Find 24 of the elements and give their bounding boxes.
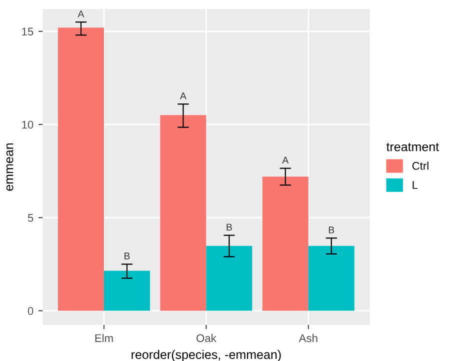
data-label: A bbox=[282, 156, 289, 164]
data-label: A bbox=[78, 10, 84, 18]
data-label: A bbox=[180, 92, 186, 100]
legend-title: treatment bbox=[386, 143, 439, 152]
x-tick-label: Oak bbox=[196, 334, 216, 342]
data-label: B bbox=[328, 226, 334, 234]
x-axis-title: reorder(species, -emmean) bbox=[132, 350, 281, 361]
legend-label: Ctrl bbox=[412, 162, 428, 170]
data-label: B bbox=[226, 224, 232, 231]
bar bbox=[262, 176, 308, 311]
y-tick-label: 15 bbox=[22, 28, 34, 36]
y-tick-label: 5 bbox=[28, 214, 34, 222]
bar bbox=[58, 28, 104, 311]
bar bbox=[308, 246, 354, 311]
data-label: B bbox=[124, 252, 130, 260]
y-tick-label: 0 bbox=[28, 307, 34, 315]
y-tick-label: 10 bbox=[22, 120, 34, 129]
bar bbox=[160, 115, 206, 311]
legend-label: L bbox=[412, 181, 418, 189]
y-axis-title: emmean bbox=[6, 143, 14, 191]
x-tick-label: Ash bbox=[298, 334, 318, 342]
x-tick-label: Elm bbox=[95, 334, 113, 342]
bar bbox=[104, 270, 150, 311]
bar bbox=[206, 246, 252, 311]
